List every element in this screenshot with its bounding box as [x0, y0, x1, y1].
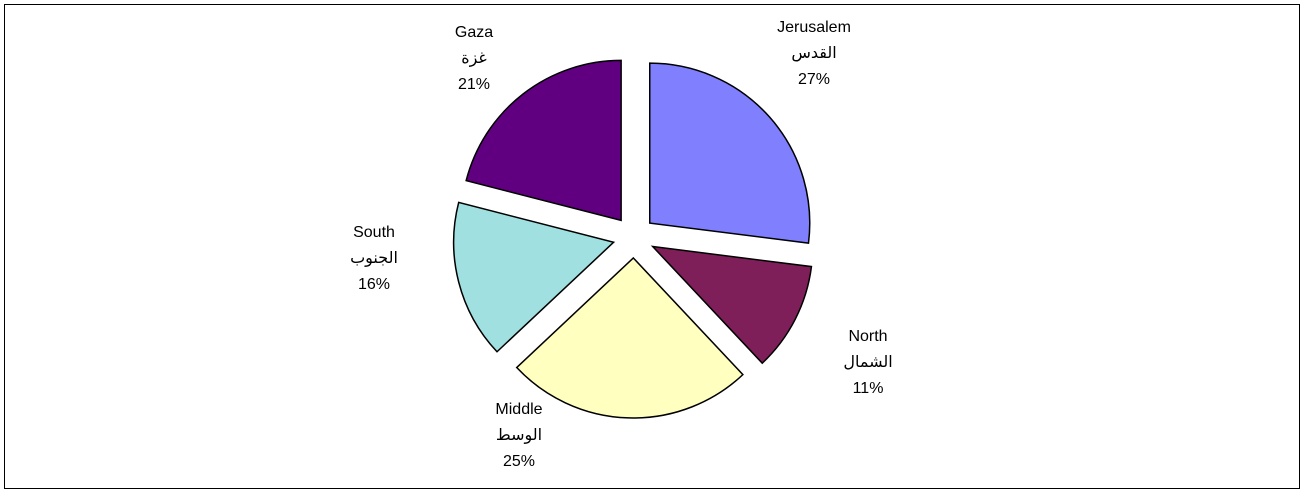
slice-value-label-middle: 25% [503, 453, 535, 470]
pie-chart: Jerusalem القدس 27% North الشمال 11% Middle الو… [350, 19, 893, 470]
pie-slice-middle [515, 256, 744, 419]
slice-label-name-middle: Middle [495, 401, 542, 418]
slice-value-label-south: 16% [358, 276, 390, 293]
slice-label-arabic-jerusalem: القدس [791, 45, 836, 62]
pie-slice-north [650, 245, 813, 365]
slice-label-arabic-middle: الوسط [496, 427, 542, 445]
slice-label-name-gaza: Gaza [455, 24, 493, 41]
slice-label-name-jerusalem: Jerusalem [777, 19, 851, 36]
slice-label-arabic-gaza: غزة [461, 50, 487, 68]
pie-slice-gaza [465, 59, 622, 222]
slice-value-label-gaza: 21% [458, 76, 490, 93]
slice-value-label-north: 11% [853, 380, 884, 397]
pie-slice-jerusalem [649, 62, 811, 245]
pie-slice-south [452, 201, 616, 353]
slice-label-name-north: North [848, 328, 887, 345]
slice-label-name-south: South [353, 224, 395, 241]
slice-label-arabic-north: الشمال [843, 354, 892, 371]
slice-value-label-jerusalem: 27% [798, 71, 830, 88]
slice-label-arabic-south: الجنوب [350, 250, 398, 268]
chart-frame: Jerusalem القدس 27% North الشمال 11% Middle الو… [4, 4, 1300, 489]
